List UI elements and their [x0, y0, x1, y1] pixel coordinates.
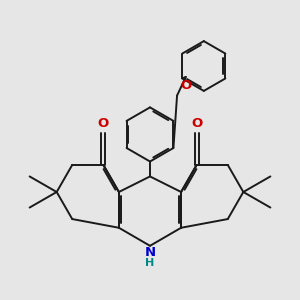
- Text: O: O: [191, 117, 202, 130]
- Text: H: H: [145, 258, 155, 268]
- Text: N: N: [144, 246, 156, 259]
- Text: O: O: [98, 117, 109, 130]
- Text: O: O: [180, 80, 191, 92]
